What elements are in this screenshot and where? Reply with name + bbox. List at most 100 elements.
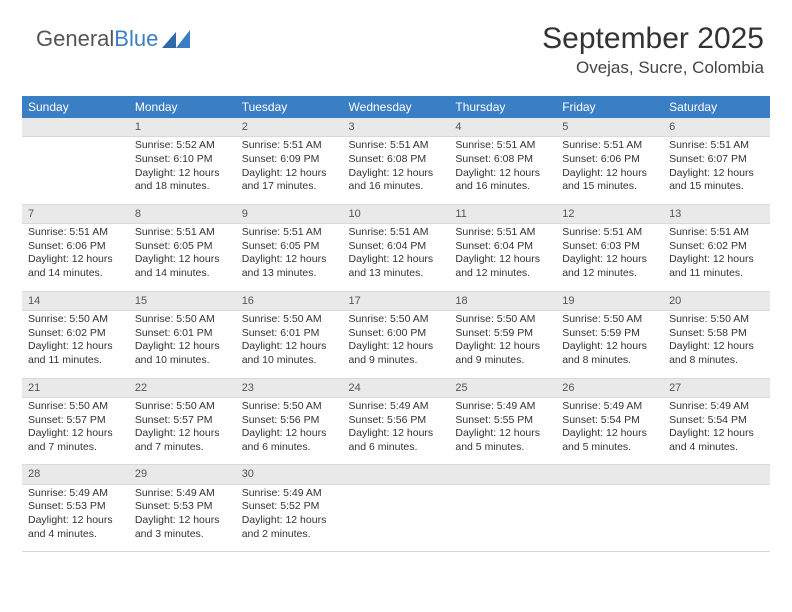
cell-daylight1: Daylight: 12 hours [242, 253, 337, 267]
day-body [449, 485, 556, 547]
calendar-cell [663, 465, 770, 552]
cell-daylight1: Daylight: 12 hours [349, 427, 444, 441]
cell-daylight1: Daylight: 12 hours [135, 167, 230, 181]
cell-daylight2: and 4 minutes. [669, 441, 764, 455]
day-body: Sunrise: 5:50 AMSunset: 5:59 PMDaylight:… [449, 311, 556, 378]
calendar-cell [22, 118, 129, 204]
day-body [556, 485, 663, 547]
cell-daylight1: Daylight: 12 hours [669, 253, 764, 267]
calendar-cell: 16Sunrise: 5:50 AMSunset: 6:01 PMDayligh… [236, 291, 343, 378]
calendar-cell: 20Sunrise: 5:50 AMSunset: 5:58 PMDayligh… [663, 291, 770, 378]
calendar-cell: 7Sunrise: 5:51 AMSunset: 6:06 PMDaylight… [22, 204, 129, 291]
cell-daylight1: Daylight: 12 hours [349, 253, 444, 267]
brand-part1: General [36, 26, 114, 52]
day-number: 22 [129, 379, 236, 398]
day-number [22, 118, 129, 137]
cell-sunset: Sunset: 6:06 PM [562, 153, 657, 167]
cell-sunset: Sunset: 6:04 PM [455, 240, 550, 254]
day-body: Sunrise: 5:51 AMSunset: 6:06 PMDaylight:… [556, 137, 663, 204]
cell-sunrise: Sunrise: 5:51 AM [669, 226, 764, 240]
cell-daylight2: and 2 minutes. [242, 528, 337, 542]
day-number: 17 [343, 292, 450, 311]
cell-daylight2: and 9 minutes. [349, 354, 444, 368]
cell-sunset: Sunset: 6:08 PM [349, 153, 444, 167]
cell-sunset: Sunset: 5:54 PM [669, 414, 764, 428]
day-body: Sunrise: 5:51 AMSunset: 6:04 PMDaylight:… [343, 224, 450, 291]
cell-sunrise: Sunrise: 5:49 AM [349, 400, 444, 414]
weekday-header: Monday [129, 96, 236, 118]
cell-sunrise: Sunrise: 5:51 AM [455, 139, 550, 153]
day-body: Sunrise: 5:50 AMSunset: 5:59 PMDaylight:… [556, 311, 663, 378]
calendar-table: Sunday Monday Tuesday Wednesday Thursday… [22, 96, 770, 552]
day-number [449, 465, 556, 484]
cell-daylight2: and 11 minutes. [28, 354, 123, 368]
day-number: 30 [236, 465, 343, 484]
calendar-cell: 15Sunrise: 5:50 AMSunset: 6:01 PMDayligh… [129, 291, 236, 378]
day-body: Sunrise: 5:50 AMSunset: 5:57 PMDaylight:… [129, 398, 236, 465]
day-body: Sunrise: 5:49 AMSunset: 5:54 PMDaylight:… [556, 398, 663, 465]
day-body: Sunrise: 5:51 AMSunset: 6:03 PMDaylight:… [556, 224, 663, 291]
cell-sunrise: Sunrise: 5:51 AM [455, 226, 550, 240]
cell-daylight1: Daylight: 12 hours [669, 427, 764, 441]
cell-sunset: Sunset: 5:56 PM [242, 414, 337, 428]
cell-daylight1: Daylight: 12 hours [455, 340, 550, 354]
cell-sunset: Sunset: 5:58 PM [669, 327, 764, 341]
calendar-cell: 11Sunrise: 5:51 AMSunset: 6:04 PMDayligh… [449, 204, 556, 291]
day-body: Sunrise: 5:49 AMSunset: 5:52 PMDaylight:… [236, 485, 343, 552]
day-body: Sunrise: 5:49 AMSunset: 5:55 PMDaylight:… [449, 398, 556, 465]
day-body: Sunrise: 5:51 AMSunset: 6:06 PMDaylight:… [22, 224, 129, 291]
day-body: Sunrise: 5:51 AMSunset: 6:04 PMDaylight:… [449, 224, 556, 291]
cell-sunset: Sunset: 5:53 PM [28, 500, 123, 514]
day-body: Sunrise: 5:50 AMSunset: 6:01 PMDaylight:… [236, 311, 343, 378]
brand-mark-icon [162, 30, 192, 48]
cell-daylight1: Daylight: 12 hours [135, 427, 230, 441]
brand-logo: GeneralBlue [22, 22, 192, 52]
day-body [663, 485, 770, 547]
calendar-cell: 17Sunrise: 5:50 AMSunset: 6:00 PMDayligh… [343, 291, 450, 378]
cell-daylight1: Daylight: 12 hours [349, 340, 444, 354]
cell-daylight1: Daylight: 12 hours [562, 253, 657, 267]
day-number: 15 [129, 292, 236, 311]
cell-sunset: Sunset: 6:05 PM [242, 240, 337, 254]
cell-sunset: Sunset: 6:07 PM [669, 153, 764, 167]
day-body: Sunrise: 5:51 AMSunset: 6:09 PMDaylight:… [236, 137, 343, 204]
location-subtitle: Ovejas, Sucre, Colombia [542, 58, 764, 78]
day-number: 27 [663, 379, 770, 398]
cell-daylight1: Daylight: 12 hours [28, 340, 123, 354]
cell-daylight2: and 6 minutes. [242, 441, 337, 455]
calendar-cell: 19Sunrise: 5:50 AMSunset: 5:59 PMDayligh… [556, 291, 663, 378]
calendar-cell: 29Sunrise: 5:49 AMSunset: 5:53 PMDayligh… [129, 465, 236, 552]
cell-sunset: Sunset: 5:55 PM [455, 414, 550, 428]
calendar-cell: 30Sunrise: 5:49 AMSunset: 5:52 PMDayligh… [236, 465, 343, 552]
cell-sunrise: Sunrise: 5:50 AM [349, 313, 444, 327]
day-body [343, 485, 450, 547]
cell-sunrise: Sunrise: 5:50 AM [28, 400, 123, 414]
cell-daylight1: Daylight: 12 hours [455, 427, 550, 441]
cell-sunset: Sunset: 6:08 PM [455, 153, 550, 167]
calendar-cell: 4Sunrise: 5:51 AMSunset: 6:08 PMDaylight… [449, 118, 556, 204]
title-block: September 2025 Ovejas, Sucre, Colombia [542, 22, 770, 78]
calendar-cell: 2Sunrise: 5:51 AMSunset: 6:09 PMDaylight… [236, 118, 343, 204]
cell-sunrise: Sunrise: 5:49 AM [28, 487, 123, 501]
cell-sunset: Sunset: 5:56 PM [349, 414, 444, 428]
calendar-cell: 27Sunrise: 5:49 AMSunset: 5:54 PMDayligh… [663, 378, 770, 465]
cell-daylight1: Daylight: 12 hours [135, 514, 230, 528]
cell-sunrise: Sunrise: 5:50 AM [242, 313, 337, 327]
cell-daylight1: Daylight: 12 hours [242, 167, 337, 181]
day-body: Sunrise: 5:51 AMSunset: 6:08 PMDaylight:… [449, 137, 556, 204]
cell-daylight2: and 8 minutes. [562, 354, 657, 368]
day-body: Sunrise: 5:50 AMSunset: 5:57 PMDaylight:… [22, 398, 129, 465]
cell-sunrise: Sunrise: 5:51 AM [562, 139, 657, 153]
day-number: 4 [449, 118, 556, 137]
calendar-cell: 21Sunrise: 5:50 AMSunset: 5:57 PMDayligh… [22, 378, 129, 465]
calendar-cell [343, 465, 450, 552]
cell-daylight2: and 14 minutes. [28, 267, 123, 281]
cell-sunrise: Sunrise: 5:49 AM [455, 400, 550, 414]
cell-sunrise: Sunrise: 5:51 AM [562, 226, 657, 240]
day-body: Sunrise: 5:50 AMSunset: 6:02 PMDaylight:… [22, 311, 129, 378]
cell-sunset: Sunset: 6:03 PM [562, 240, 657, 254]
weekday-header-row: Sunday Monday Tuesday Wednesday Thursday… [22, 96, 770, 118]
cell-daylight2: and 12 minutes. [455, 267, 550, 281]
calendar-cell: 12Sunrise: 5:51 AMSunset: 6:03 PMDayligh… [556, 204, 663, 291]
day-number: 1 [129, 118, 236, 137]
